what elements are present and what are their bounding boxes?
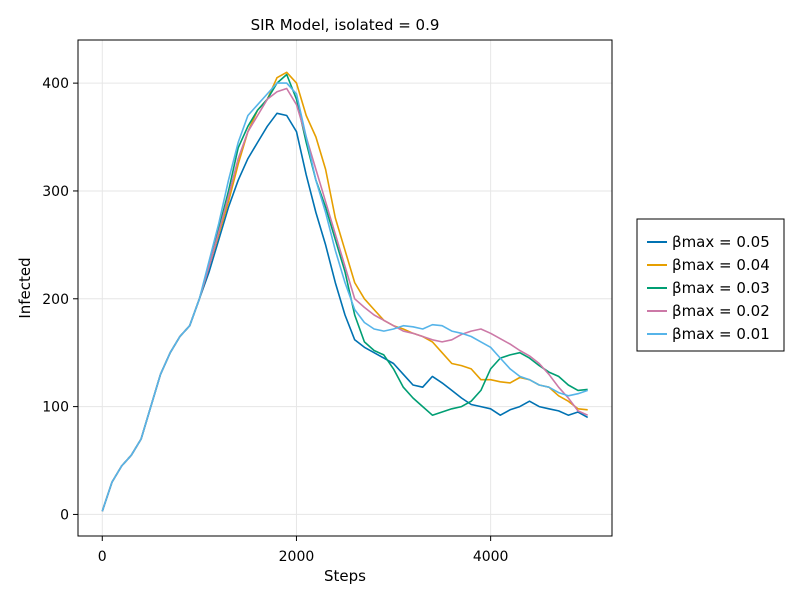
series-lines — [101, 71, 589, 512]
series-line-1 — [101, 112, 589, 512]
series-line-3 — [101, 73, 588, 512]
x-tick-label: 4000 — [473, 549, 509, 565]
series-line-5 — [101, 82, 588, 512]
series-line-2 — [101, 71, 588, 512]
y-tick-label: 300 — [42, 184, 69, 200]
legend-label-1: βmax = 0.05 — [672, 233, 770, 251]
axis-ticks: 0 2000 4000 0 100 200 300 400 — [42, 76, 508, 565]
legend-label-3: βmax = 0.03 — [672, 279, 770, 297]
grid — [78, 40, 612, 536]
x-tick-label: 0 — [98, 549, 107, 565]
legend-label-2: βmax = 0.04 — [672, 256, 770, 274]
y-tick-label: 0 — [60, 507, 69, 523]
series-line-4 — [101, 87, 589, 512]
y-tick-label: 400 — [42, 76, 69, 92]
legend-label-4: βmax = 0.02 — [672, 302, 770, 320]
plot-frame — [77, 39, 613, 537]
legend: βmax = 0.05 βmax = 0.04 βmax = 0.03 βmax = … — [636, 218, 785, 352]
y-tick-label: 100 — [42, 400, 69, 416]
x-tick-label: 2000 — [279, 549, 315, 565]
y-axis-label: Infected — [16, 257, 34, 318]
chart-title: SIR Model, isolated = 0.9 — [251, 16, 440, 34]
legend-label-5: βmax = 0.01 — [672, 325, 770, 343]
y-tick-label: 200 — [42, 292, 69, 308]
x-axis-label: Steps — [324, 567, 366, 585]
